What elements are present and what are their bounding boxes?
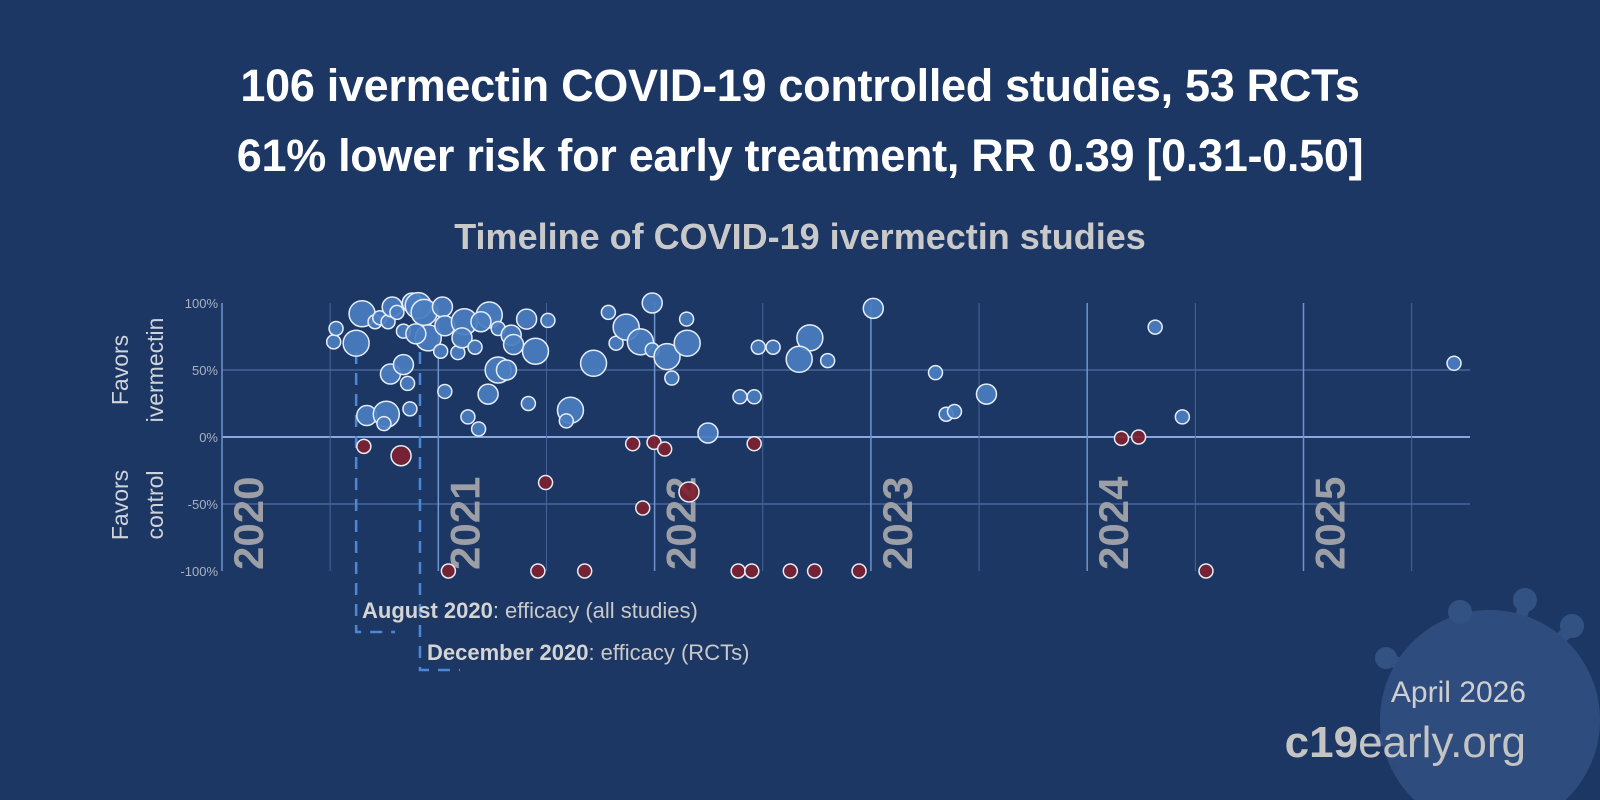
study-point-favors-control	[576, 563, 593, 579]
study-point-favors-ivermectin	[325, 334, 342, 350]
study-point-favors-control	[746, 435, 762, 452]
study-point-favors-ivermectin	[389, 304, 405, 321]
study-point-favors-control	[678, 481, 700, 503]
y-axis-label: ivermectin	[142, 318, 168, 423]
study-point-favors-control	[1113, 430, 1130, 447]
study-point-favors-control	[1198, 563, 1214, 579]
study-point-favors-ivermectin	[765, 339, 781, 355]
y-tick-label: 50%	[192, 363, 218, 378]
annotation-date: December 2020	[427, 640, 589, 665]
study-point-favors-ivermectin	[600, 304, 617, 321]
annotation-text: : efficacy (RCTs)	[588, 640, 750, 665]
annotation-bracket	[418, 352, 460, 672]
study-point-favors-ivermectin	[470, 311, 492, 333]
study-point-favors-control	[744, 563, 760, 579]
study-point-favors-control	[851, 563, 867, 579]
virus-logo-icon	[1374, 588, 1600, 800]
headline-risk: 61% lower risk for early treatment, RR 0…	[236, 130, 1364, 181]
study-point-favors-ivermectin	[746, 389, 762, 405]
study-point-favors-ivermectin	[927, 364, 944, 381]
study-point-favors-ivermectin	[402, 401, 418, 417]
study-point-favors-control	[656, 441, 673, 457]
brand-logo[interactable]: c19early.org	[1285, 718, 1526, 768]
study-point-favors-ivermectin	[819, 352, 836, 369]
study-point-favors-ivermectin	[664, 370, 680, 386]
study-point-favors-control	[537, 474, 554, 491]
study-point-favors-ivermectin	[477, 383, 499, 405]
study-point-favors-ivermectin	[437, 383, 453, 400]
brand-bold: c19	[1284, 718, 1359, 767]
study-point-favors-ivermectin	[750, 339, 767, 355]
study-point-favors-ivermectin	[515, 308, 538, 330]
study-point-favors-ivermectin	[431, 296, 454, 318]
study-point-favors-control	[1130, 429, 1147, 445]
year-label: 2023	[874, 477, 921, 570]
study-point-favors-ivermectin	[495, 359, 518, 381]
headline-studies: 106 ivermectin COVID-19 controlled studi…	[240, 60, 1360, 111]
y-axis-label: control	[142, 470, 168, 539]
study-point-favors-ivermectin	[673, 329, 701, 357]
study-point-favors-ivermectin	[502, 333, 525, 356]
study-point-favors-ivermectin	[460, 409, 476, 425]
study-point-favors-control	[530, 563, 546, 579]
study-point-favors-ivermectin	[785, 345, 813, 374]
annotation-august-2020: August 2020: efficacy (all studies)	[362, 598, 698, 624]
study-point-favors-ivermectin	[405, 323, 427, 345]
study-point-favors-control	[356, 438, 372, 455]
study-point-favors-ivermectin	[946, 403, 963, 420]
study-point-favors-ivermectin	[678, 311, 695, 327]
study-point-favors-control	[634, 500, 651, 516]
footer-date: April 2026	[1390, 676, 1526, 709]
study-point-favors-ivermectin	[579, 349, 608, 378]
study-point-favors-ivermectin	[432, 343, 449, 359]
study-point-favors-control	[440, 563, 457, 579]
study-point-favors-ivermectin	[558, 413, 575, 429]
study-point-favors-ivermectin	[342, 329, 370, 357]
study-point-favors-ivermectin	[521, 337, 550, 365]
study-point-favors-ivermectin	[467, 339, 483, 355]
study-point-favors-ivermectin	[975, 383, 998, 405]
study-point-favors-ivermectin	[470, 421, 487, 437]
y-tick-label: 100%	[185, 296, 219, 311]
study-point-favors-ivermectin	[376, 415, 392, 432]
study-point-favors-ivermectin	[520, 395, 537, 412]
study-point-favors-ivermectin	[862, 297, 885, 320]
year-label: 2021	[441, 477, 488, 570]
study-point-favors-ivermectin	[1446, 355, 1462, 372]
brand-rest: early.org	[1358, 718, 1526, 767]
study-point-favors-control	[624, 435, 641, 452]
y-axis-label: Favors	[107, 470, 133, 540]
study-point-favors-ivermectin	[641, 292, 663, 314]
study-point-favors-ivermectin	[732, 389, 748, 405]
study-point-favors-control	[390, 445, 412, 467]
annotation-bracket	[354, 352, 395, 634]
study-point-favors-ivermectin	[451, 327, 473, 349]
study-point-favors-ivermectin	[1147, 319, 1163, 335]
study-point-favors-ivermectin	[697, 422, 719, 444]
study-point-favors-ivermectin	[399, 375, 416, 392]
year-label: 2025	[1307, 477, 1354, 570]
annotation-december-2020: December 2020: efficacy (RCTs)	[427, 640, 749, 666]
study-point-favors-ivermectin	[653, 342, 681, 371]
annotation-text: : efficacy (all studies)	[492, 598, 698, 623]
y-axis-label: Favors	[107, 335, 133, 405]
y-tick-label: 0%	[199, 430, 218, 445]
study-point-favors-ivermectin	[392, 353, 415, 376]
year-label: 2024	[1090, 476, 1137, 570]
study-point-favors-ivermectin	[540, 312, 556, 329]
y-tick-label: -100%	[180, 564, 218, 579]
study-point-favors-control	[782, 563, 799, 579]
study-point-favors-ivermectin	[328, 320, 344, 337]
annotation-date: August 2020	[362, 598, 493, 623]
study-point-favors-control	[806, 563, 823, 579]
study-point-favors-control	[730, 563, 746, 579]
year-label: 2020	[225, 477, 272, 570]
study-point-favors-ivermectin	[1174, 409, 1191, 425]
chart-title: Timeline of COVID-19 ivermectin studies	[454, 216, 1146, 257]
y-tick-label: -50%	[188, 497, 219, 512]
